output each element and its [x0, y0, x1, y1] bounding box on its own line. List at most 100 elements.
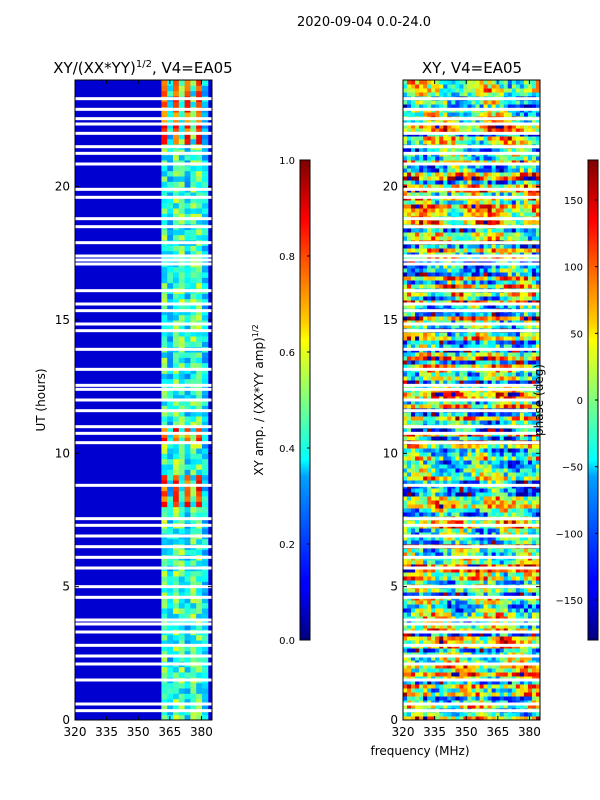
left-y-ticks: 0 5 10 15 20	[55, 180, 212, 727]
left-gap-row	[75, 709, 212, 713]
left-gap-row	[75, 643, 212, 647]
right-gap-row	[403, 678, 540, 682]
left-plot-frame	[74, 79, 213, 721]
right-gap-row	[403, 122, 540, 126]
right-gap-row	[403, 289, 540, 293]
left-gap-row	[75, 523, 212, 527]
left-gap-row	[75, 258, 212, 262]
right-gap-row	[403, 425, 540, 429]
right-gap-row	[403, 566, 540, 570]
left-colorbar-label-exponent: 1/2	[251, 324, 260, 337]
right-gap-row	[403, 702, 540, 706]
left-colorbar-tick-label: 1.0	[279, 156, 295, 167]
left-gap-row	[75, 622, 212, 626]
right-gap-row	[403, 367, 540, 371]
left-colorbar-label: XY amp. / (XX*YY amp)1/2	[251, 324, 266, 475]
right-gap-row	[403, 258, 540, 262]
left-gap-row	[75, 517, 212, 521]
right-gap-row	[403, 383, 540, 387]
left-x-tick-label: 335	[95, 725, 118, 739]
left-title-main: XY/(XX*YY)	[53, 59, 136, 77]
left-gap-row	[75, 555, 212, 559]
right-panel-title: XY, V4=EA05	[422, 59, 522, 77]
right-gap-row	[403, 97, 540, 101]
right-gap-row	[403, 195, 540, 199]
right-gap-row	[403, 387, 540, 391]
left-gap-row	[75, 217, 212, 221]
left-panel: XY/(XX*YY)1/2, V4=EA05 320 335 350 365 380 0…	[34, 59, 311, 739]
left-y-tick-label: 15	[55, 313, 70, 327]
right-panel: XY, V4=EA05 320 335 350 365 380 0 5 10 15 20 −15…	[383, 59, 599, 739]
right-y-tick-label: 0	[390, 713, 398, 727]
right-gap-row	[403, 329, 540, 333]
right-gap-row	[403, 302, 540, 306]
right-y-tick-label: 10	[383, 446, 398, 460]
left-heatmap	[75, 80, 212, 720]
left-gap-row	[75, 678, 212, 682]
right-x-tick-label: 365	[486, 725, 509, 739]
right-gap-row	[403, 131, 540, 135]
right-colorbar-tick-label: 0	[577, 396, 583, 407]
right-gap-row	[403, 643, 540, 647]
right-gap-row	[403, 595, 540, 599]
right-gap-row	[403, 398, 540, 402]
right-colorbar-tick-label: −50	[562, 463, 583, 474]
left-gap-row	[75, 329, 212, 333]
left-gap-row	[75, 545, 212, 549]
right-colorbar-tick-label: −100	[556, 529, 583, 540]
left-gap-row	[75, 534, 212, 538]
left-gap-row	[75, 702, 212, 706]
right-gap-row	[403, 117, 540, 121]
figure-suptitle: 2020-09-04 0.0-24.0	[297, 15, 431, 30]
left-x-tick-label: 365	[158, 725, 181, 739]
left-gap-row	[75, 662, 212, 666]
right-gap-row	[403, 241, 540, 245]
left-colorbar-label-main: XY amp. / (XX*YY amp)	[252, 337, 266, 475]
right-colorbar-tick-label: 100	[564, 263, 583, 274]
left-gap-row	[75, 595, 212, 599]
right-colorbar-tick-label: −150	[556, 596, 583, 607]
left-gap-row	[75, 566, 212, 570]
right-gap-row	[403, 654, 540, 658]
right-gap-row	[403, 523, 540, 527]
right-gap-row	[403, 431, 540, 435]
right-gap-row	[403, 187, 540, 191]
left-gap-row	[75, 122, 212, 126]
left-gap-row	[75, 309, 212, 313]
right-gap-row	[403, 217, 540, 221]
left-y-tick-label: 5	[62, 580, 70, 594]
right-gap-row	[403, 441, 540, 445]
left-colorbar-tick-label: 0.8	[279, 252, 295, 263]
left-colorbar-tick-label: 0.2	[279, 540, 295, 551]
right-gap-row	[403, 534, 540, 538]
right-colorbar-ticks: −150 −100 −50 0 50 100 150	[556, 196, 598, 607]
left-gap-row	[75, 387, 212, 391]
left-gap-row	[75, 383, 212, 387]
right-y-ticks: 0 5 10 15 20	[383, 180, 540, 727]
left-gap-row	[75, 241, 212, 245]
left-gap-row	[75, 254, 212, 258]
left-colorbar	[299, 159, 311, 641]
left-gap-row	[75, 409, 212, 413]
left-y-tick-label: 20	[55, 180, 70, 194]
right-gap-row	[403, 662, 540, 666]
left-x-ticks: 320 335 350 365 380	[64, 80, 213, 739]
right-gap-row	[403, 225, 540, 229]
left-gap-row	[75, 618, 212, 622]
left-gap-row	[75, 431, 212, 435]
left-colorbar-tick-label: 0.0	[279, 636, 295, 647]
left-y-tick-label: 0	[62, 713, 70, 727]
left-gap-row	[75, 117, 212, 121]
right-gap-row	[403, 322, 540, 326]
left-gap-row	[75, 483, 212, 487]
right-x-tick-label: 380	[518, 725, 541, 739]
right-gap-row	[403, 618, 540, 622]
right-y-tick-label: 5	[390, 580, 398, 594]
left-gap-row	[75, 630, 212, 634]
left-gap-row	[75, 195, 212, 199]
right-colorbar-label: phase (deg)	[532, 364, 546, 436]
right-x-ticks: 320 335 350 365 380	[392, 80, 541, 739]
left-gap-row	[75, 145, 212, 149]
right-gap-row	[403, 517, 540, 521]
